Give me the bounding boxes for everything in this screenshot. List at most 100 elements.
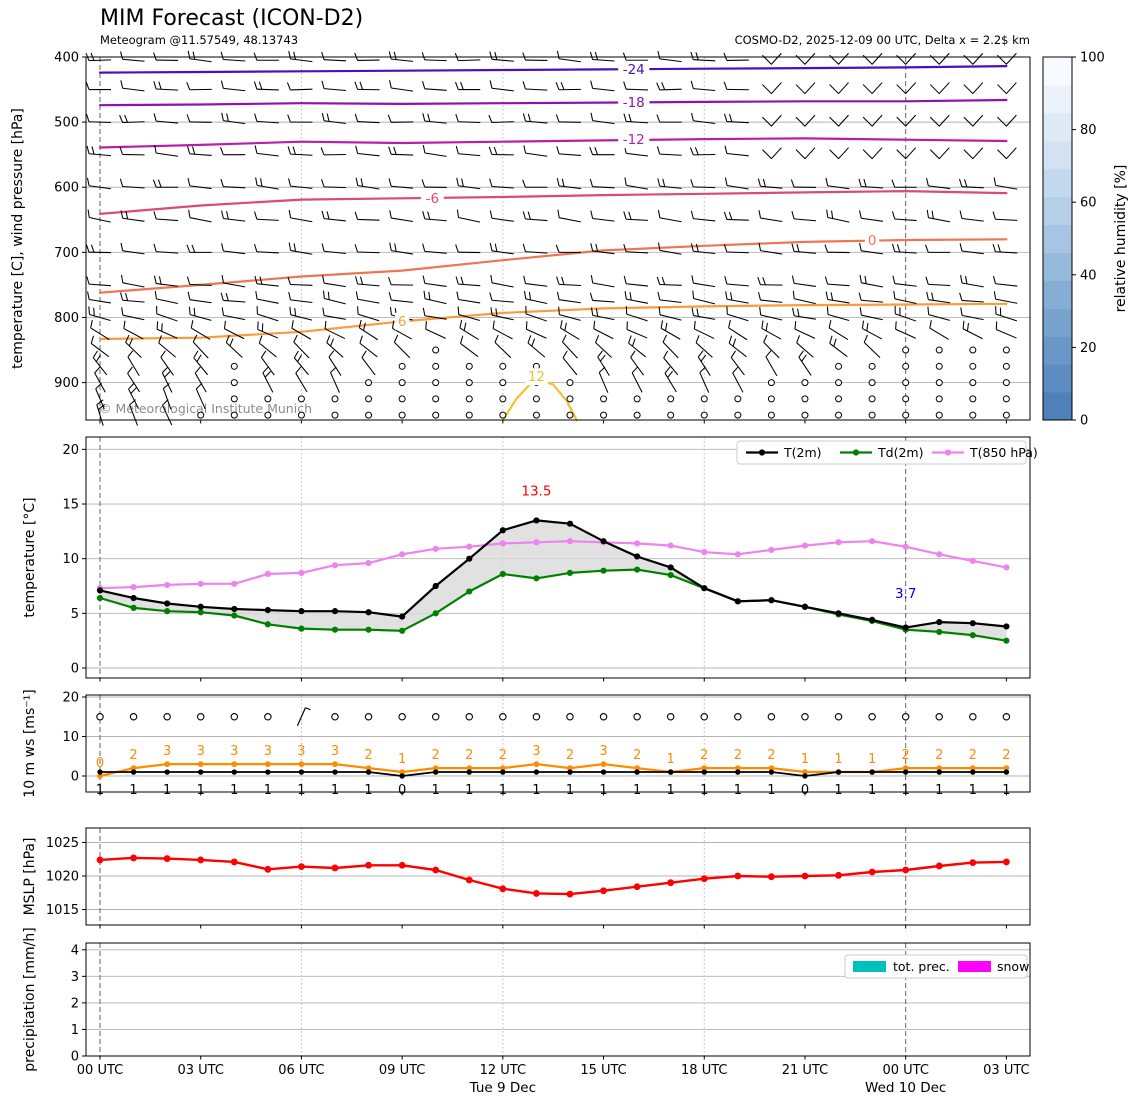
wind-barb bbox=[732, 372, 744, 393]
wind-barb-tick bbox=[489, 51, 493, 60]
wind-barb-tick bbox=[119, 146, 124, 155]
wind-barb-tick bbox=[556, 146, 560, 155]
wind-barb-tick bbox=[790, 179, 795, 188]
wind-barb bbox=[290, 217, 313, 223]
wind-barb bbox=[122, 217, 145, 222]
wind-barb bbox=[997, 82, 1017, 95]
wind-barb-tick bbox=[221, 210, 224, 219]
wind-barb bbox=[628, 342, 646, 358]
gust-value-label: 2 bbox=[432, 748, 440, 763]
wind-barb bbox=[861, 314, 883, 321]
wind-barb bbox=[193, 357, 209, 376]
wind-barb-tick bbox=[95, 354, 101, 362]
wind-barb-tick bbox=[723, 211, 728, 220]
wind-barb bbox=[256, 251, 279, 254]
wind-barb-tick bbox=[286, 82, 291, 91]
ws-value-label: 0 bbox=[801, 783, 809, 798]
wind-barb-tick bbox=[321, 51, 325, 60]
wind-barb-tick bbox=[158, 81, 162, 90]
calm-circle bbox=[465, 395, 473, 403]
wind-barb bbox=[659, 299, 682, 304]
wind-barb-tick bbox=[489, 210, 493, 219]
wind-barb-tick bbox=[926, 209, 929, 218]
wind-barb-tick bbox=[859, 242, 862, 251]
wind-barb bbox=[862, 114, 883, 127]
direction-calm-circle bbox=[633, 712, 641, 721]
gust-value-label: 1 bbox=[801, 752, 809, 767]
wind-barb bbox=[896, 147, 917, 160]
wind-barb bbox=[626, 251, 649, 254]
gust-value-label: 1 bbox=[398, 752, 406, 767]
wind-barb-tick bbox=[330, 366, 337, 373]
direction-calm-circle bbox=[96, 712, 104, 721]
contour-label-bg bbox=[618, 60, 650, 78]
ws-value-label: 1 bbox=[364, 783, 372, 798]
t2m-point bbox=[96, 587, 104, 594]
wind-barb bbox=[290, 153, 313, 156]
wind-barb-tick bbox=[494, 334, 499, 343]
wind-barb-tick bbox=[997, 244, 1001, 253]
wind-barb-tick bbox=[590, 307, 594, 316]
wind-barb-tick bbox=[258, 335, 263, 344]
calm-circle bbox=[499, 411, 507, 419]
mslp-point bbox=[398, 861, 406, 869]
calm-circle bbox=[700, 411, 708, 419]
t2m-point bbox=[533, 517, 540, 524]
direction-calm-circle bbox=[734, 712, 742, 721]
y-tick-label: 10 bbox=[62, 730, 79, 745]
wind-barb bbox=[693, 120, 716, 124]
wind-barb bbox=[726, 185, 749, 190]
t850-point bbox=[197, 580, 204, 587]
wind-barb-tick bbox=[623, 211, 627, 220]
calm-circle bbox=[1002, 379, 1010, 387]
wind-barb bbox=[793, 250, 816, 254]
wind-barb bbox=[88, 121, 112, 124]
calm-circle bbox=[835, 362, 843, 370]
direction-calm-circle bbox=[331, 712, 339, 721]
wind-barb-tick bbox=[833, 338, 837, 347]
wind-barb-tick bbox=[121, 274, 124, 283]
wind-barb-tick bbox=[456, 291, 459, 300]
wind-barb bbox=[961, 250, 984, 255]
wind-barb bbox=[794, 315, 816, 320]
y-tick-label: 700 bbox=[54, 246, 79, 261]
wind-barb bbox=[160, 357, 174, 376]
wind-barb bbox=[290, 314, 313, 321]
mslp-point bbox=[734, 872, 742, 880]
wind-barb-tick bbox=[324, 320, 327, 329]
wind-barb-tick bbox=[730, 292, 733, 301]
colorbar-band bbox=[1043, 336, 1072, 365]
wind-barb bbox=[995, 283, 1018, 287]
wind-barb-tick bbox=[195, 382, 203, 390]
wind-barb bbox=[895, 328, 916, 339]
wind-barb-tick bbox=[488, 146, 493, 155]
wind-barb bbox=[258, 342, 277, 358]
t2m-point bbox=[936, 618, 943, 626]
gust-value-label: 3 bbox=[230, 744, 238, 759]
wind-barb-tick bbox=[264, 371, 271, 378]
wind-barb bbox=[562, 357, 578, 376]
colorbar-tick-label: 0 bbox=[1080, 414, 1088, 429]
wind-barb bbox=[324, 298, 346, 305]
wind-barb-tick bbox=[460, 81, 464, 90]
wind-barb-tick bbox=[96, 399, 104, 406]
colorbar-tick-label: 80 bbox=[1080, 123, 1097, 138]
mslp-point bbox=[801, 872, 809, 880]
upper-air-panel: -24 -18 -12 -6 0 6 12 400 500 600 700 800 900 tempera… bbox=[10, 51, 1031, 426]
wind-barb bbox=[595, 342, 612, 358]
wind-barb-tick bbox=[691, 275, 694, 284]
wind-barb-tick bbox=[162, 399, 169, 406]
td2m-point bbox=[432, 610, 439, 617]
wind-barb-tick bbox=[859, 307, 862, 316]
wind-barb-tick bbox=[630, 350, 636, 358]
wind-barb-tick bbox=[363, 322, 366, 331]
wind-barb bbox=[223, 186, 246, 189]
direction-calm-circle bbox=[969, 712, 977, 721]
ws-point bbox=[533, 769, 540, 775]
wind-barb-tick bbox=[422, 243, 426, 252]
ws-point bbox=[164, 769, 170, 775]
gust-value-label: 3 bbox=[297, 744, 305, 759]
wind-barb bbox=[794, 328, 816, 339]
gust-value-label: 3 bbox=[163, 744, 171, 759]
wind-barb-tick bbox=[153, 211, 157, 220]
